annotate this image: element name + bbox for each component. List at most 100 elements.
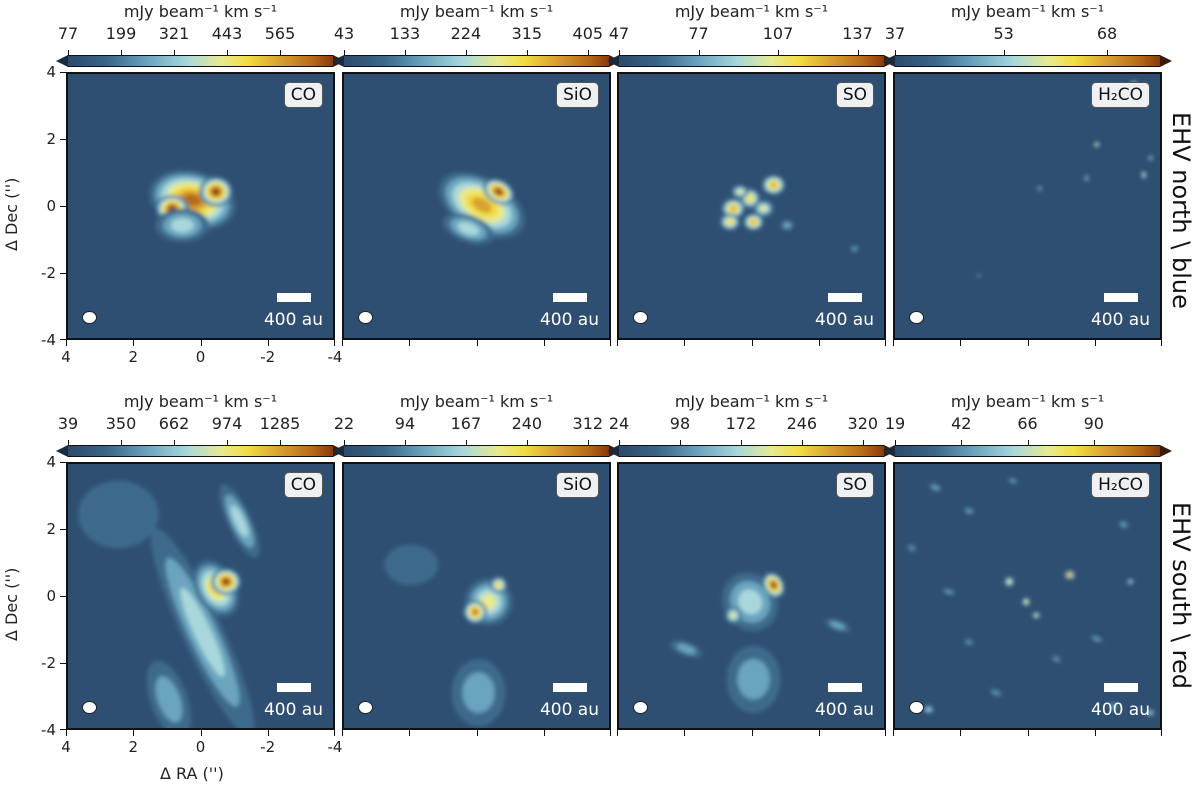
- emission-contour: [496, 582, 501, 588]
- y-tick-label: -2: [41, 654, 56, 672]
- x-tick: [66, 340, 67, 346]
- emission-contour: [1038, 187, 1041, 190]
- colorbar-min-arrow: [883, 55, 895, 67]
- x-tick: [1027, 340, 1029, 346]
- x-tick: [476, 730, 478, 736]
- y-tick-label: 0: [46, 197, 56, 215]
- colorbar: [607, 445, 896, 457]
- emission-contour: [471, 197, 492, 213]
- colorbar-tick-label: 66: [1017, 414, 1038, 433]
- scale-bar: [1104, 293, 1138, 302]
- x-tick: [893, 730, 894, 736]
- colorbar-tick: [619, 50, 620, 55]
- y-tick: [60, 529, 66, 530]
- x-tick: [200, 340, 202, 346]
- colorbar-tick: [698, 50, 700, 55]
- x-tick: [960, 730, 962, 736]
- colorbar-tick-label: 42: [951, 414, 972, 433]
- y-tick: [60, 663, 66, 664]
- scale-bar-label: 400 au: [1090, 700, 1150, 720]
- colorbar-min-arrow: [332, 55, 344, 67]
- scale-bar-label: 400 au: [814, 310, 874, 330]
- x-tick: [1161, 340, 1162, 346]
- colorbar-unit-label: mJy beam⁻¹ km s⁻¹: [950, 2, 1105, 21]
- colorbar-tick-label: 24: [608, 414, 630, 433]
- colorbar-tick-label: 240: [511, 414, 543, 433]
- x-tick-label: 0: [195, 348, 206, 366]
- emission-map: [906, 477, 1155, 717]
- colorbar-tick-label: 350: [105, 414, 137, 433]
- emission-contour: [1148, 711, 1153, 715]
- map-panel-1-3: H₂CO 400 au: [893, 462, 1162, 730]
- scale-bar: [553, 293, 587, 302]
- emission-contour: [751, 220, 756, 224]
- row-label: EHV south \ red: [1167, 502, 1195, 689]
- emission-contour: [727, 219, 733, 225]
- colorbar-tick: [1107, 50, 1108, 55]
- emission-contour: [1034, 614, 1038, 617]
- line-label: SiO: [556, 472, 599, 498]
- y-tick-label: -4: [41, 721, 56, 739]
- colorbar-tick: [404, 50, 406, 55]
- y-tick: [60, 596, 66, 597]
- x-tick: [751, 730, 753, 736]
- y-tick-label: 2: [46, 130, 56, 148]
- x-tick: [476, 340, 478, 346]
- beam-ellipse: [82, 701, 97, 714]
- colorbar-unit-label: mJy beam⁻¹ km s⁻¹: [674, 392, 829, 411]
- x-tick: [610, 340, 611, 346]
- emission-contour: [966, 640, 972, 645]
- emission-contour: [1110, 703, 1117, 709]
- x-tick: [885, 730, 886, 736]
- colorbar-tick-label: 19: [884, 414, 906, 433]
- colorbar-tick-label: 77: [57, 24, 79, 43]
- emission-contour: [155, 676, 183, 723]
- emission-map: [670, 572, 851, 713]
- colorbar-tick: [587, 50, 589, 55]
- colorbar-tick-label: 39: [57, 414, 79, 433]
- emission-contour: [760, 205, 767, 212]
- scale-bar-label: 400 au: [1090, 310, 1150, 330]
- colorbar-unit-label: mJy beam⁻¹ km s⁻¹: [123, 392, 278, 411]
- colorbar-tick-label: 199: [105, 24, 137, 43]
- colorbar-tick-label: 94: [394, 414, 416, 433]
- colorbar-min-arrow: [56, 55, 68, 67]
- scale-bar-label: 400 au: [814, 700, 874, 720]
- y-tick-label: 0: [46, 587, 56, 605]
- colorbar-gradient: [344, 445, 609, 457]
- y-tick: [60, 339, 66, 340]
- x-tick: [818, 730, 820, 736]
- beam-ellipse: [358, 311, 373, 324]
- y-tick: [60, 729, 66, 730]
- scale-bar: [553, 683, 587, 692]
- colorbar-tick: [740, 440, 742, 445]
- x-tick: [818, 340, 820, 346]
- colorbar-tick: [121, 440, 122, 445]
- emission-contour: [1025, 600, 1028, 603]
- x-tick-label: -4: [327, 348, 343, 366]
- colorbar-tick-label: 90: [1083, 414, 1104, 433]
- colorbar-unit-label: mJy beam⁻¹ km s⁻¹: [950, 392, 1105, 411]
- colorbar-tick-label: 133: [389, 24, 421, 43]
- emission-contour: [1009, 478, 1016, 483]
- colorbar-tick-label: 224: [450, 24, 482, 43]
- line-label: CO: [283, 472, 323, 498]
- line-label: SO: [835, 82, 874, 108]
- colorbar-max-arrow: [1160, 445, 1172, 457]
- scale-bar: [828, 683, 862, 692]
- colorbar-gradient: [619, 445, 884, 457]
- emission-contour: [183, 194, 201, 207]
- colorbar-min-arrow: [883, 445, 895, 457]
- colorbar-tick-label: 22: [333, 414, 355, 433]
- emission-contour: [783, 222, 792, 229]
- emission-contour: [384, 544, 439, 586]
- map-panel-0-2: SO 400 au: [617, 72, 886, 340]
- colorbar-tick-label: 315: [511, 24, 543, 43]
- colorbar-tick: [1093, 440, 1095, 445]
- emission-contour: [977, 274, 981, 277]
- colorbar-tick: [280, 50, 281, 55]
- colorbar-min-arrow: [56, 445, 68, 457]
- emission-contour: [1095, 143, 1098, 146]
- emission-contour: [851, 246, 857, 251]
- beam-ellipse: [909, 701, 924, 714]
